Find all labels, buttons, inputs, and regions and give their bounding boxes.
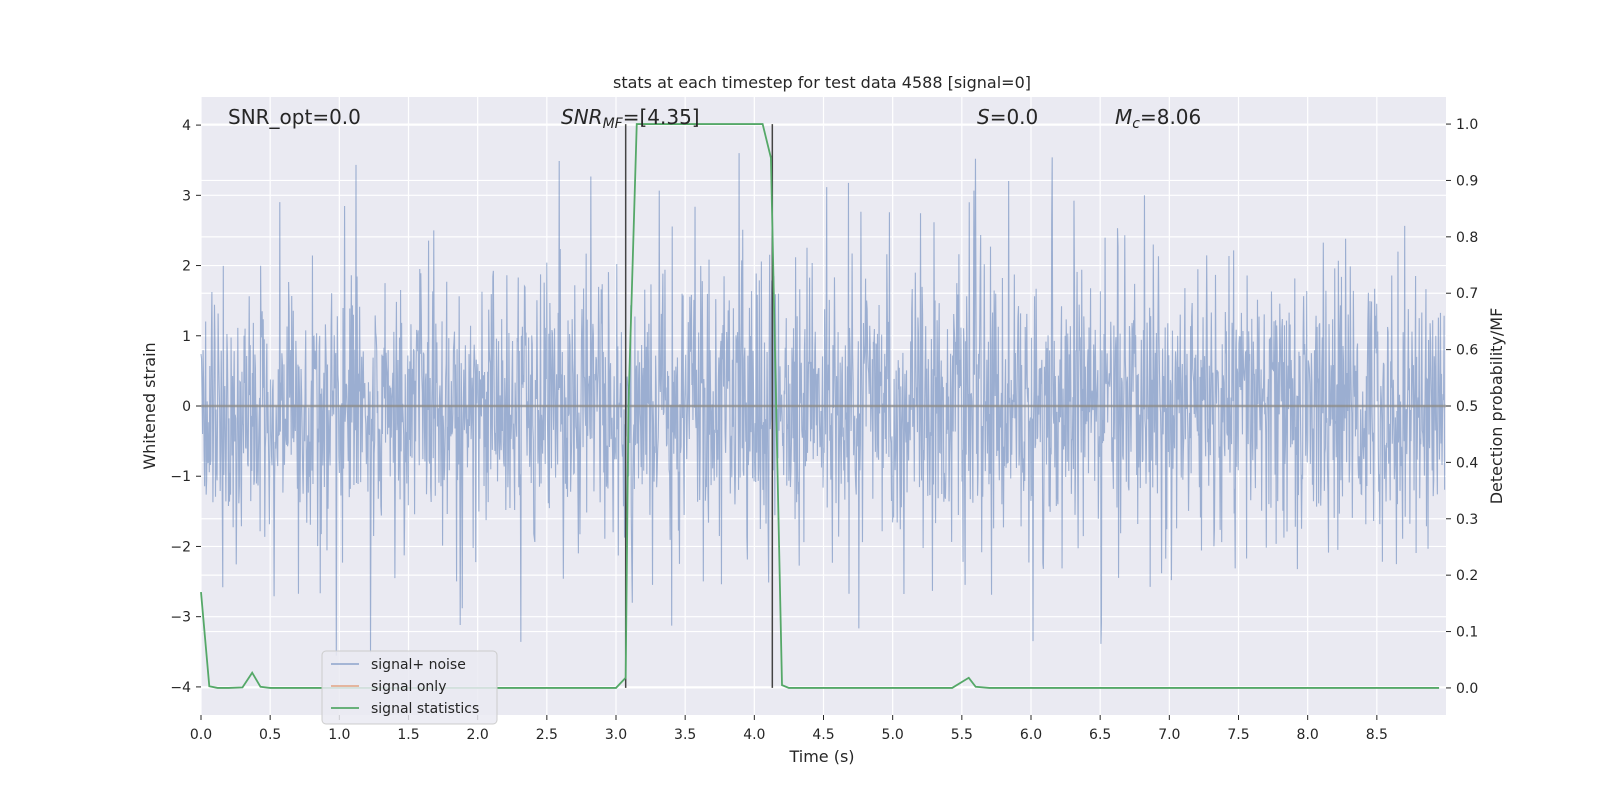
x-tick-label: 5.0	[882, 727, 904, 743]
legend-label-signal-only: signal only	[371, 679, 446, 695]
x-tick-label: 8.5	[1366, 727, 1388, 743]
x-tick-label: 0.0	[190, 727, 212, 743]
legend-label-signal-plus-noise: signal+ noise	[371, 657, 466, 673]
y-tick-label: 2	[182, 259, 191, 275]
x-tick-label: 2.0	[467, 727, 489, 743]
y-right-tick-label: 0.7	[1456, 286, 1478, 302]
y-tick-label: 1	[182, 329, 191, 345]
annotation-s: S=0.0	[977, 105, 1038, 129]
legend: signal+ noise signal only signal statist…	[321, 650, 498, 725]
legend-box	[321, 650, 498, 725]
x-tick-label: 4.5	[812, 727, 834, 743]
x-tick-label: 6.5	[1089, 727, 1111, 743]
y-tick-label: −2	[170, 539, 191, 555]
y-right-tick-label: 0.4	[1456, 455, 1478, 471]
y-tick-label: −1	[170, 469, 191, 485]
x-tick-label: 7.5	[1227, 727, 1249, 743]
y-right-tick-label: 0.8	[1456, 230, 1478, 246]
annotation-s-main: S	[977, 105, 990, 129]
annotation-mc: Mc=8.06	[1115, 105, 1201, 132]
annotation-mc-value: =8.06	[1140, 105, 1201, 129]
y-tick-label: 0	[182, 399, 191, 415]
x-tick-label: 6.0	[1020, 727, 1042, 743]
y-tick-label: −4	[170, 680, 191, 696]
y-tick-label: 4	[182, 118, 191, 134]
y-right-tick-label: 0.1	[1456, 625, 1478, 641]
series-signal-statistics	[200, 123, 1440, 689]
signal-statistics-line	[200, 123, 1440, 689]
annotation-s-value: =0.0	[990, 105, 1039, 129]
annotation-mc-sub: c	[1132, 116, 1140, 132]
series-signal-plus-noise	[200, 153, 1446, 656]
annotation-snr-mf-sub: MF	[603, 116, 624, 132]
annotation-snr-mf-main: SNR	[561, 105, 603, 129]
legend-label-signal-statistics: signal statistics	[371, 701, 479, 717]
x-tick-label: 1.0	[328, 727, 350, 743]
y-axis-right-label: Detection probability/MF	[1487, 308, 1506, 505]
y-right-tick-label: 0.6	[1456, 343, 1478, 359]
y-axis-label: Whitened strain	[140, 342, 159, 469]
y-tick-label: −3	[170, 610, 191, 626]
annotation-snr-opt: SNR_opt=0.0	[228, 105, 361, 129]
y-right-tick-label: 0.9	[1456, 173, 1478, 189]
y-tick-label: 3	[182, 188, 191, 204]
signal-plus-noise-line	[200, 153, 1446, 656]
y-right-tick-label: 0.5	[1456, 399, 1478, 415]
annotation-snr-mf: SNRMF=[4.35]	[561, 105, 700, 132]
annotation-mc-main: M	[1115, 105, 1132, 129]
x-tick-label: 3.5	[674, 727, 696, 743]
x-tick-label: 1.5	[397, 727, 419, 743]
chart-title: stats at each timestep for test data 458…	[613, 73, 1031, 92]
x-tick-label: 5.5	[951, 727, 973, 743]
y-right-tick-label: 0.0	[1456, 681, 1478, 697]
y-right-tick-label: 0.2	[1456, 568, 1478, 584]
y-right-tick-label: 0.3	[1456, 512, 1478, 528]
x-tick-label: 4.0	[743, 727, 765, 743]
x-tick-label: 8.0	[1297, 727, 1319, 743]
axes: 0.0 0.5 1.0 1.5 2.0 2.5 3.0 3.5 4.0 4.5 5.0 5.5 6.0 6…	[170, 117, 1478, 743]
x-tick-label: 3.0	[605, 727, 627, 743]
y-right-tick-label: 1.0	[1456, 117, 1478, 133]
x-tick-label: 7.0	[1158, 727, 1180, 743]
x-axis-label: Time (s)	[788, 747, 854, 766]
x-tick-label: 2.5	[536, 727, 558, 743]
annotation-snr-mf-value: =[4.35]	[623, 105, 700, 129]
x-tick-label: 0.5	[259, 727, 281, 743]
